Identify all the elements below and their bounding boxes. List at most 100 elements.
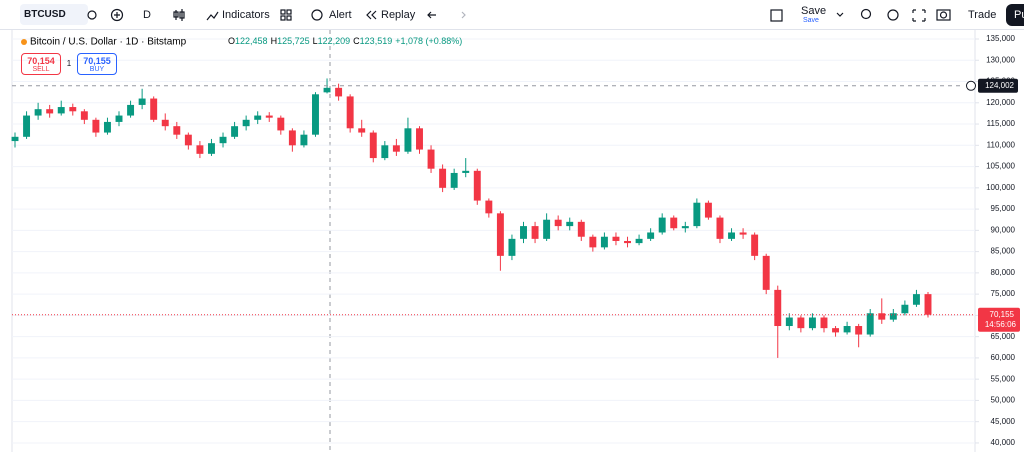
save-button[interactable]: Save	[801, 5, 827, 17]
candle-body	[439, 168, 447, 188]
candle-body	[912, 294, 920, 305]
candle-body	[878, 313, 886, 320]
crosshair-price-box	[978, 78, 1018, 93]
candle-body	[34, 109, 42, 116]
y-tick-label: 50,000	[991, 396, 1016, 405]
candle-body	[739, 232, 747, 235]
buy-label: BUY	[89, 66, 105, 73]
candle-body	[508, 238, 516, 256]
candle-body	[693, 202, 701, 227]
candle-body	[196, 145, 204, 154]
candle-body	[115, 115, 123, 122]
last-price-label: 70,155	[990, 310, 1015, 319]
candle-body	[127, 104, 135, 116]
candle-body	[843, 326, 851, 333]
candle-body	[381, 145, 389, 159]
candle-body	[254, 115, 262, 120]
candle-body	[832, 328, 840, 333]
candle-body	[23, 115, 31, 137]
y-tick-label: 75,000	[991, 289, 1016, 298]
candle-body	[496, 213, 504, 256]
y-tick-label: 65,000	[991, 332, 1016, 341]
y-tick-label: 55,000	[991, 374, 1016, 383]
symbol-icon	[21, 39, 27, 45]
interval[interactable]: D	[143, 9, 151, 21]
y-tick-label: 80,000	[991, 268, 1016, 277]
candle-body	[635, 238, 643, 244]
candle-body	[92, 119, 100, 133]
candle-body	[392, 145, 400, 152]
candle-body	[265, 115, 273, 118]
y-tick-label: 60,000	[991, 353, 1016, 362]
sell-label: SELL	[32, 66, 50, 73]
y-tick-label: 115,000	[987, 119, 1016, 128]
candle-body	[670, 217, 678, 229]
candle-body	[716, 217, 724, 239]
candle-body	[450, 172, 458, 188]
candle-body	[358, 128, 366, 133]
candle-body	[219, 136, 227, 144]
candle-body	[138, 98, 146, 105]
buy-price: 70,155	[83, 56, 111, 66]
quantity[interactable]: 1	[66, 59, 72, 68]
candle-body	[473, 170, 481, 201]
c-value: 123,519	[360, 36, 393, 46]
candle-body	[208, 143, 215, 154]
candle-body	[57, 107, 65, 114]
candle-body	[704, 202, 712, 218]
candle-body	[600, 236, 608, 248]
candle-body	[173, 126, 181, 135]
candle-body	[231, 126, 239, 137]
candle-body	[924, 294, 932, 315]
candle-body	[161, 119, 169, 127]
last-price-box	[978, 307, 1020, 332]
candle-body	[485, 200, 493, 214]
o-label: O	[228, 36, 235, 46]
candle-body	[346, 96, 354, 129]
publish-button[interactable]: Pu	[1006, 4, 1024, 26]
candle-body	[531, 226, 539, 239]
candle-body	[277, 117, 285, 131]
candle-body	[69, 107, 77, 112]
candle-body	[323, 87, 331, 93]
candle-body	[46, 109, 54, 114]
replay-button[interactable]: Replay	[381, 9, 416, 21]
countdown: 14:56:06	[985, 320, 1017, 329]
ohlc-line: O122,458 H125,725 L122,209 C123,519 +1,078 (…	[228, 36, 462, 46]
candle-body	[658, 217, 666, 233]
candle-body	[150, 98, 158, 120]
trade-button[interactable]: Trade	[968, 9, 997, 21]
l-label: L	[313, 36, 318, 46]
candle-body	[785, 317, 793, 327]
indicators-button[interactable]: Indicators	[222, 9, 270, 21]
candle-body	[300, 134, 308, 146]
candle-body	[647, 232, 655, 239]
candle-body	[566, 221, 574, 227]
candle-body	[369, 132, 377, 159]
candle-body	[242, 119, 250, 127]
candle-body	[312, 94, 319, 135]
candle-body	[554, 219, 562, 227]
sell-button[interactable]: 70,154 SELL	[21, 53, 61, 75]
candle-body	[404, 128, 412, 152]
candle-body	[774, 289, 782, 327]
candle-body	[335, 87, 343, 97]
candle-body	[184, 134, 192, 146]
candle-body	[462, 170, 470, 173]
y-tick-label: 90,000	[991, 225, 1016, 234]
y-tick-label: 45,000	[991, 417, 1016, 426]
toolbar: BTCUSD D Indicators Alert Replay Save Sa…	[0, 0, 1024, 30]
candle-body	[808, 317, 816, 329]
y-tick-label: 110,000	[987, 140, 1016, 149]
symbol-search[interactable]: BTCUSD	[20, 4, 88, 25]
alert-button[interactable]: Alert	[329, 9, 352, 21]
add-alert-icon	[966, 80, 976, 91]
candle-body	[80, 111, 88, 120]
candle-body	[889, 313, 897, 320]
buy-button[interactable]: 70,155 BUY	[77, 53, 117, 75]
candle-body	[577, 221, 585, 237]
y-tick-label: 40,000	[991, 438, 1016, 447]
save-status: Save	[803, 17, 819, 24]
y-tick-label: 85,000	[991, 247, 1016, 256]
